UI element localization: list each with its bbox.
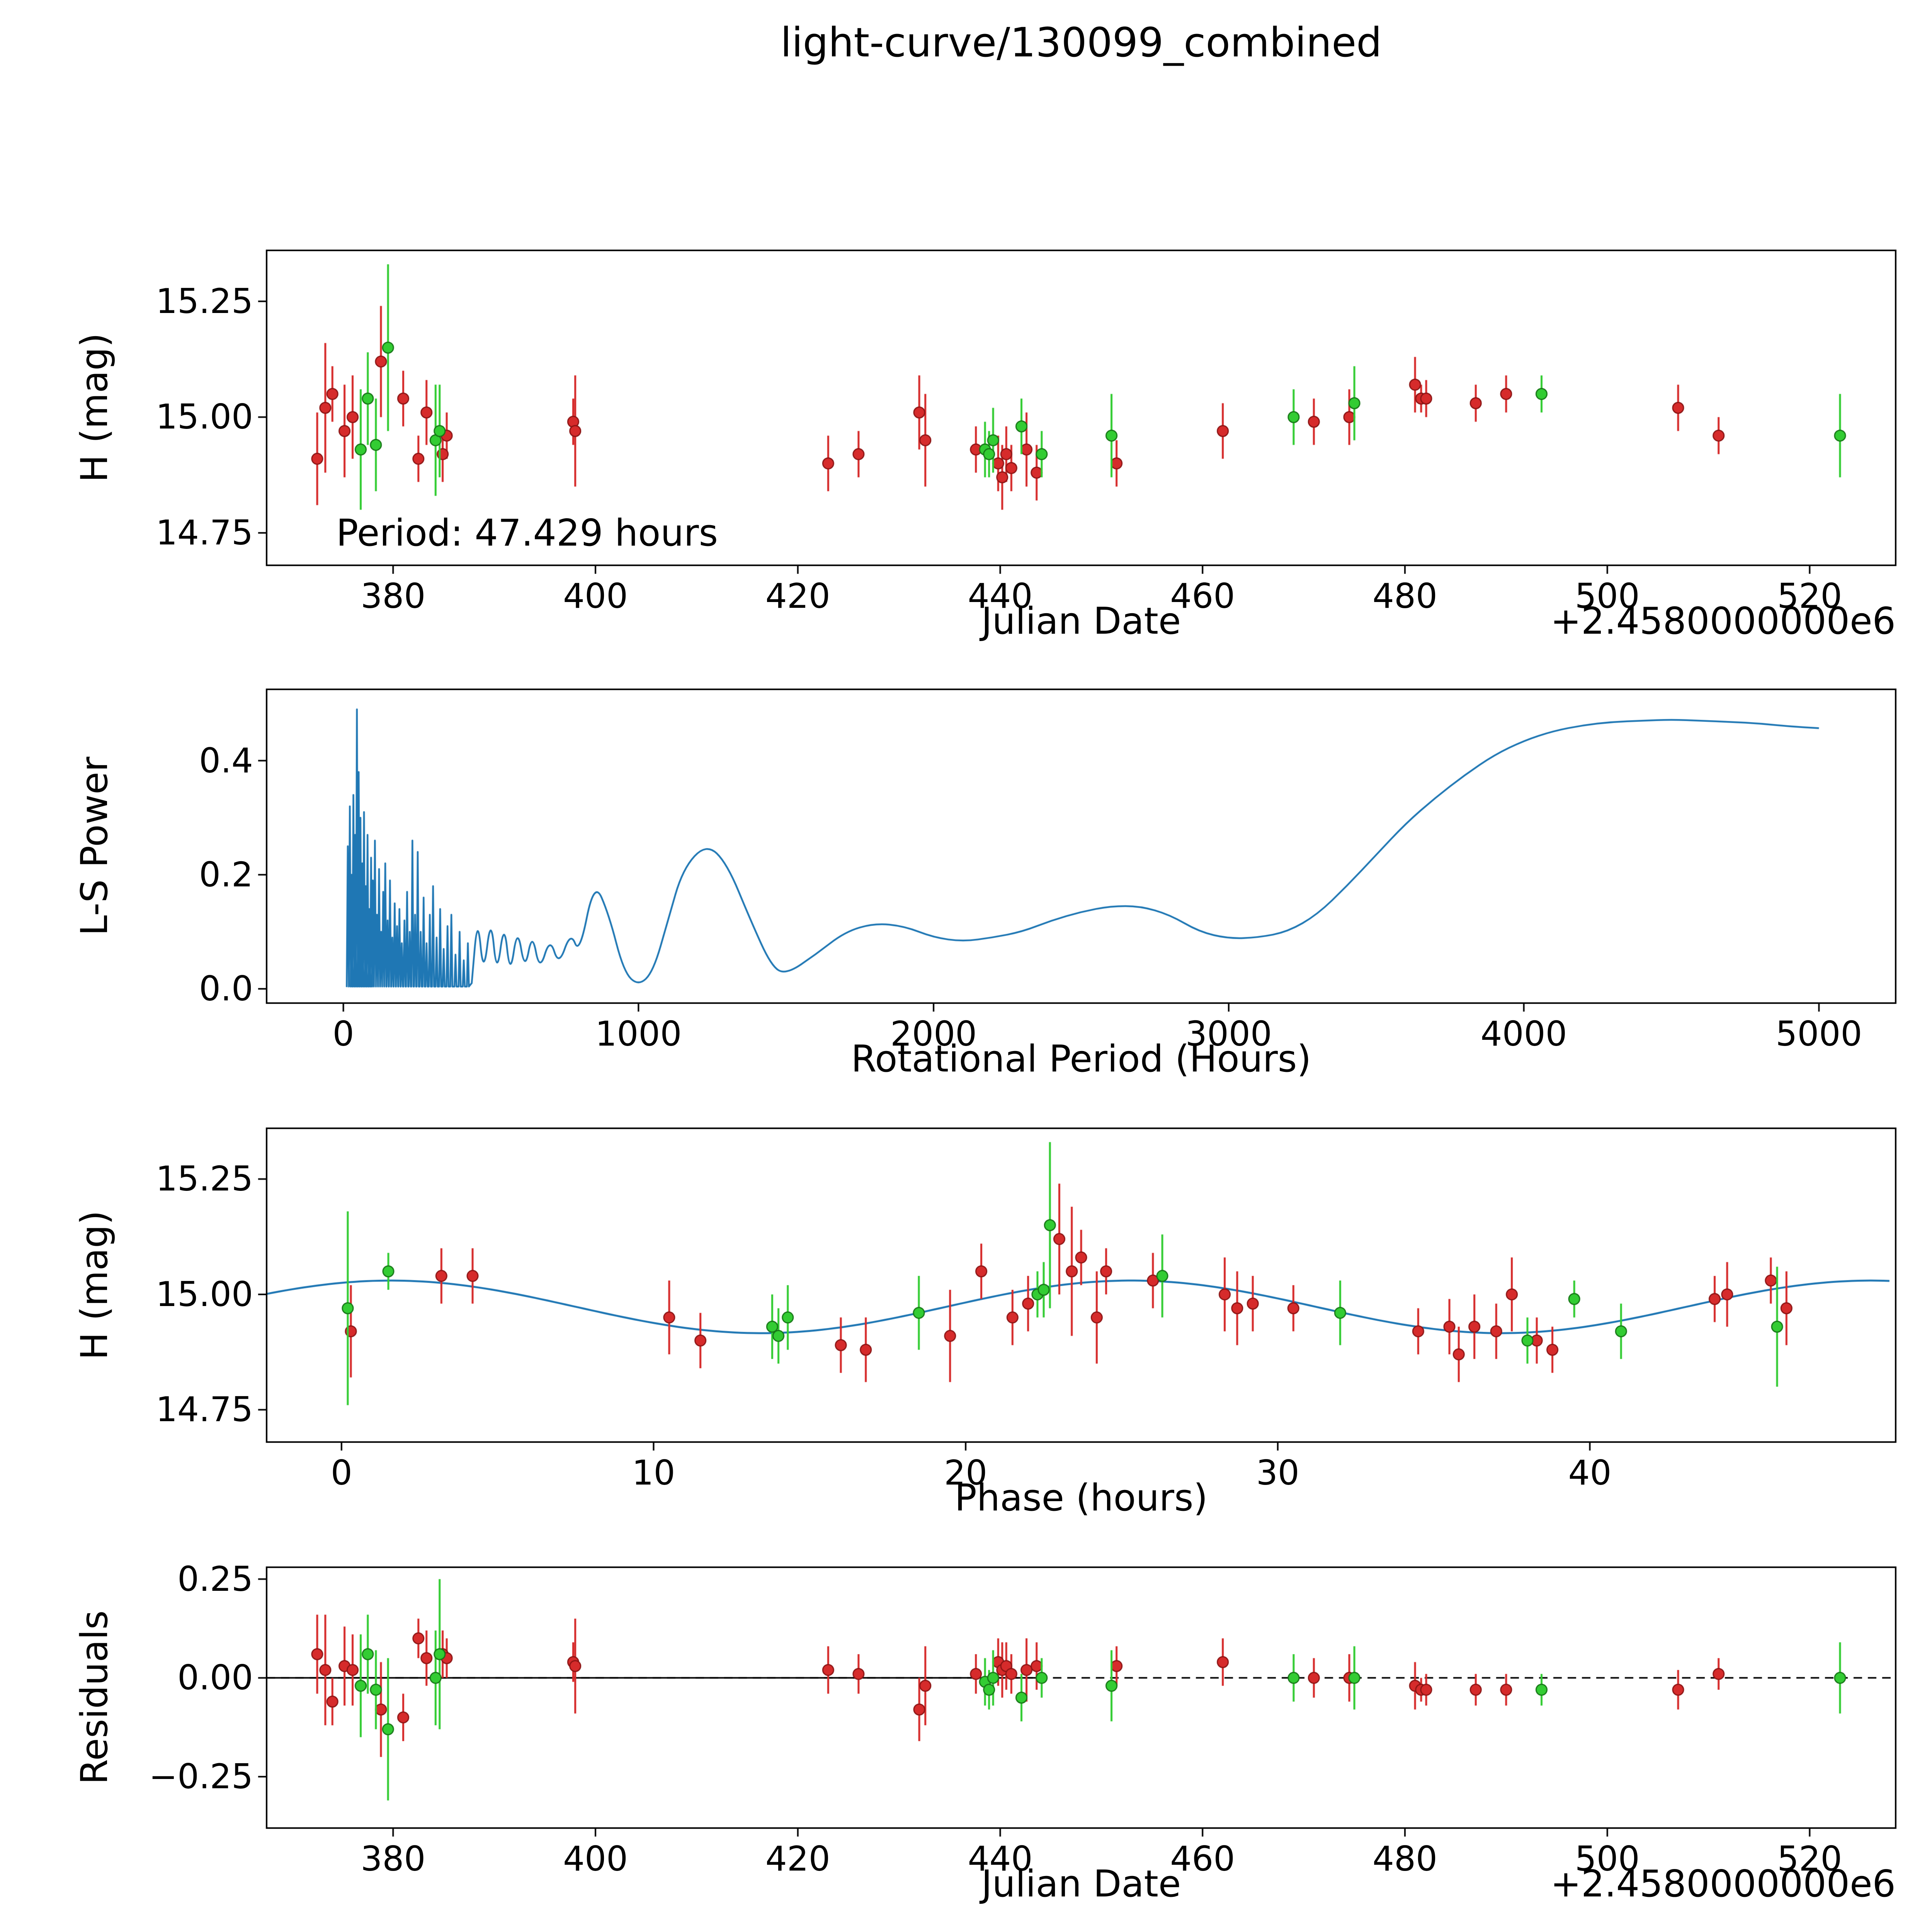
x-tick-label: 440 [968,1839,1033,1879]
y-tick-label: 14.75 [156,1389,253,1430]
y-tick-label: 0.0 [199,969,253,1009]
x-tick-label: 10 [632,1453,675,1493]
y-tick-label: 14.75 [156,513,253,553]
x-tick-label: 0 [330,1453,352,1493]
x-tick-label: 3000 [1185,1014,1272,1054]
x-tick-label: 480 [1372,1839,1437,1879]
x-tick-label: 520 [1777,1839,1842,1879]
x-axis-offset-text-residuals: +2.4580000000e6 [1550,1863,1896,1905]
y-tick-label: 0.25 [177,1559,253,1599]
x-tick-label: 420 [765,576,830,616]
x-axis-label-rotational-period: Rotational Period (Hours) [851,1038,1311,1080]
x-tick-label: 500 [1575,1839,1640,1879]
x-tick-label: 380 [361,1839,426,1879]
x-tick-label: 420 [765,1839,830,1879]
x-tick-label: 480 [1372,576,1437,616]
x-tick-label: 400 [563,576,628,616]
x-axis-label-julian-date: Julian Date [981,600,1181,643]
y-tick-label: 15.00 [156,397,253,437]
period-annotation: Period: 47.429 hours [336,512,718,554]
x-tick-label: 440 [968,576,1033,616]
x-tick-label: 460 [1170,1839,1235,1879]
x-tick-label: 380 [361,576,426,616]
x-axis-label-phase: Phase (hours) [954,1477,1208,1519]
x-tick-label: 2000 [890,1014,977,1054]
y-tick-label: 0.4 [199,740,253,781]
x-tick-label: 400 [563,1839,628,1879]
x-tick-label: 20 [944,1453,988,1493]
y-axis-label-ls-power: L-S Power [73,757,116,936]
x-tick-label: 520 [1777,576,1842,616]
x-tick-label: 4000 [1480,1014,1567,1054]
x-axis-label-julian-date-residuals: Julian Date [981,1863,1181,1905]
x-tick-label: 30 [1256,1453,1299,1493]
y-tick-label: 15.25 [156,281,253,321]
y-tick-label: 0.00 [177,1658,253,1698]
y-tick-label: −0.25 [149,1757,253,1797]
x-axis-offset-text: +2.4580000000e6 [1550,600,1896,643]
x-tick-label: 1000 [595,1014,682,1054]
x-tick-label: 500 [1575,576,1640,616]
x-tick-label: 5000 [1776,1014,1862,1054]
x-tick-label: 460 [1170,576,1235,616]
x-tick-label: 40 [1568,1453,1612,1493]
y-tick-label: 15.00 [156,1274,253,1314]
y-tick-label: 15.25 [156,1159,253,1199]
x-tick-label: 0 [332,1014,354,1054]
figure-title: light-curve/130099_combined [780,19,1382,66]
y-tick-label: 0.2 [199,854,253,895]
